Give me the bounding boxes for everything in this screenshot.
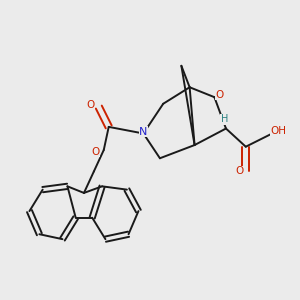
Text: O: O xyxy=(215,89,224,100)
Text: O: O xyxy=(236,167,244,176)
Text: H: H xyxy=(220,114,228,124)
Text: O: O xyxy=(92,147,100,157)
Text: OH: OH xyxy=(270,126,286,136)
Text: O: O xyxy=(86,100,95,110)
Text: N: N xyxy=(139,127,148,137)
